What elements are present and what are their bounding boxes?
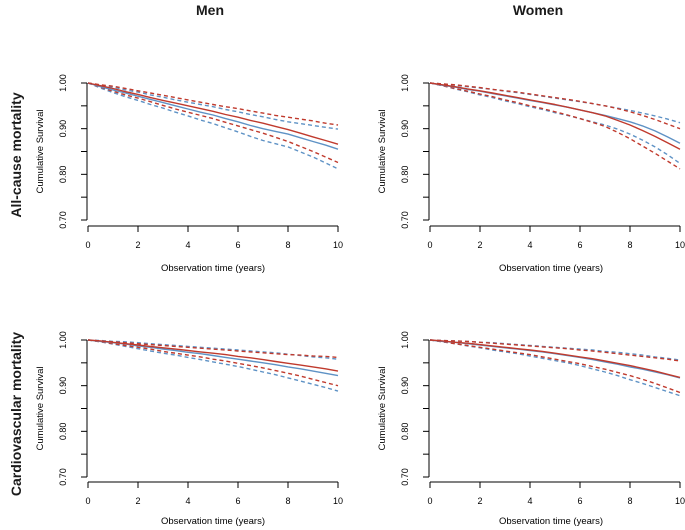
- y-tick-label: 0.90: [58, 377, 68, 395]
- x-tick-label: 4: [185, 496, 190, 506]
- x-axis-title: Observation time (years): [161, 263, 265, 274]
- x-tick-label: 2: [135, 240, 140, 250]
- y-tick-label: 0.70: [400, 468, 410, 486]
- x-tick-label: 0: [427, 496, 432, 506]
- survival-curve-blue-solid: [87, 82, 339, 150]
- x-tick-label: 6: [235, 240, 240, 250]
- survival-curve-red-ci-lower: [429, 82, 681, 170]
- panel-women-all-cause: 1.00 0.90 0.80 0.70 Cumulative Survival 0 2 4 6 8…: [377, 74, 685, 274]
- x-tick-label: 2: [477, 496, 482, 506]
- x-tick-label: 10: [333, 240, 343, 250]
- y-tick-label: 0.90: [58, 120, 68, 138]
- x-tick-label: 10: [333, 496, 343, 506]
- survival-curve-red-ci-upper: [87, 339, 339, 359]
- panel-women-cardiovascular: 1.00 0.90 0.80 0.70 Cumulative Survival 0 2 4 6 8…: [377, 331, 685, 527]
- survival-curve-blue-ci-upper: [87, 82, 339, 130]
- survival-curve-red-solid: [87, 339, 339, 372]
- x-tick-label: 6: [235, 496, 240, 506]
- y-tick-label: 0.80: [58, 166, 68, 184]
- y-tick-label: 1.00: [400, 74, 410, 92]
- y-axis-title: Cumulative Survival: [377, 367, 388, 451]
- survival-curve-red-ci-upper: [87, 82, 339, 126]
- survival-curve-blue-ci-upper: [429, 82, 681, 124]
- survival-curve-red-ci-upper: [429, 82, 681, 130]
- y-tick-label: 0.80: [400, 166, 410, 184]
- y-tick-label: 1.00: [58, 331, 68, 349]
- x-tick-label: 8: [285, 496, 290, 506]
- survival-curve-blue-ci-lower: [87, 82, 339, 170]
- survival-curve-blue-ci-lower: [429, 82, 681, 164]
- x-tick-label: 6: [577, 240, 582, 250]
- survival-curve-red-ci-lower: [429, 339, 681, 394]
- panel-men-cardiovascular: 1.00 0.90 0.80 0.70 Cumulative Survival 0 2 4 6 8…: [35, 331, 343, 527]
- x-tick-label: 10: [675, 496, 685, 506]
- y-tick-label: 1.00: [400, 331, 410, 349]
- column-title-women: Women: [512, 2, 564, 18]
- survival-curve-red-solid: [429, 82, 681, 150]
- x-tick-label: 2: [135, 496, 140, 506]
- y-tick-label: 0.90: [400, 377, 410, 395]
- x-tick-label: 0: [85, 240, 90, 250]
- y-axis-title: Cumulative Survival: [35, 367, 46, 451]
- x-tick-label: 4: [527, 496, 532, 506]
- survival-curve-red-solid: [429, 339, 681, 379]
- x-tick-label: 4: [527, 240, 532, 250]
- y-axis-title: Cumulative Survival: [377, 110, 388, 194]
- y-tick-label: 1.00: [58, 74, 68, 92]
- x-tick-label: 8: [627, 496, 632, 506]
- y-tick-label: 0.70: [58, 211, 68, 229]
- y-tick-label: 0.70: [58, 468, 68, 486]
- x-axis-title: Observation time (years): [161, 516, 265, 527]
- y-tick-label: 0.80: [400, 423, 410, 441]
- y-tick-label: 0.80: [58, 423, 68, 441]
- y-tick-label: 0.90: [400, 120, 410, 138]
- survival-curve-red-ci-lower: [87, 82, 339, 164]
- x-tick-label: 0: [427, 240, 432, 250]
- survival-curve-red-solid: [87, 82, 339, 145]
- x-tick-label: 4: [185, 240, 190, 250]
- survival-curve-blue-ci-lower: [87, 339, 339, 392]
- x-tick-label: 10: [675, 240, 685, 250]
- x-tick-label: 8: [285, 240, 290, 250]
- survival-curve-red-ci-lower: [87, 339, 339, 387]
- x-tick-label: 0: [85, 496, 90, 506]
- x-axis-title: Observation time (years): [499, 263, 603, 274]
- x-axis-title: Observation time (years): [499, 516, 603, 527]
- x-tick-label: 8: [627, 240, 632, 250]
- panel-men-all-cause: 1.00 0.90 0.80 0.70 Cumulative Survival 0 2 4 6 8…: [35, 74, 343, 274]
- x-tick-label: 2: [477, 240, 482, 250]
- y-tick-label: 0.70: [400, 211, 410, 229]
- column-title-men: Men: [196, 2, 224, 18]
- x-tick-label: 6: [577, 496, 582, 506]
- y-axis-title: Cumulative Survival: [35, 110, 46, 194]
